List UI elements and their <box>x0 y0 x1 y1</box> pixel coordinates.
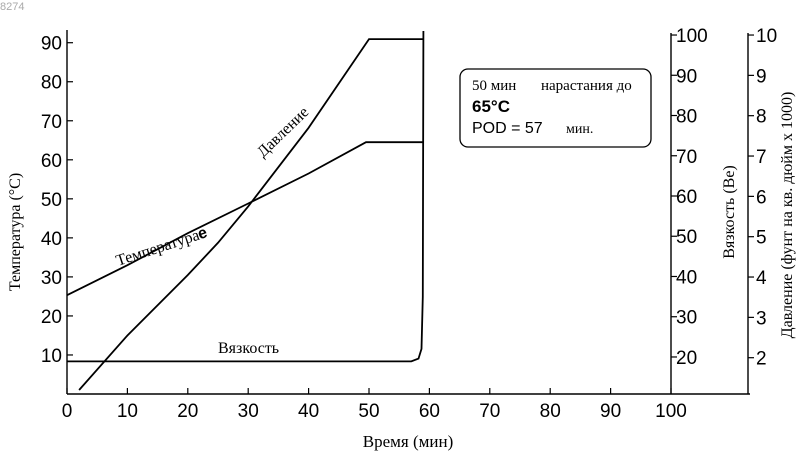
y-axis-label-viscosity: Вязкость (Be) <box>721 165 738 259</box>
y-tick-label-viscosity: 70 <box>676 147 697 168</box>
x-tick-label: 80 <box>540 401 561 422</box>
x-tick-label: 60 <box>419 401 440 422</box>
x-tick-label: 100 <box>655 401 687 422</box>
y-axis-label-pressure: Давление (фунт на кв. дюйм x 1000) <box>779 92 796 339</box>
note-line2: 65°C <box>472 97 510 116</box>
y-tick-label-pressure: 2 <box>756 349 767 370</box>
temperature-series-label: Температура <box>114 227 202 270</box>
y-tick-label-viscosity: 90 <box>676 66 697 87</box>
y-tick-label-viscosity: 40 <box>676 267 697 288</box>
series-line-temperature <box>67 142 423 295</box>
y-tick-label-viscosity: 20 <box>676 348 697 369</box>
y-tick-label-pressure: 9 <box>756 66 767 87</box>
y-tick-label-pressure: 6 <box>756 187 767 208</box>
y-tick-label-pressure: 5 <box>756 228 767 249</box>
viscosity-series-label: Вязкость <box>218 340 279 357</box>
y-tick-label-viscosity: 80 <box>676 107 697 128</box>
y-tick-label-viscosity: 30 <box>676 308 697 329</box>
x-tick-label: 70 <box>479 401 500 422</box>
y-tick-label-temperature: 60 <box>41 151 62 172</box>
y-tick-label-temperature: 20 <box>41 307 62 328</box>
y-tick-label-temperature: 40 <box>41 229 62 250</box>
y-tick-label-viscosity: 100 <box>676 26 708 47</box>
x-tick-label: 0 <box>62 401 73 422</box>
series-line-pressure <box>79 39 423 390</box>
y-tick-label-viscosity: 60 <box>676 187 697 208</box>
note-line3-b: мин. <box>566 122 593 137</box>
y-tick-label-viscosity: 50 <box>676 227 697 248</box>
y-tick-label-temperature: 80 <box>41 73 62 94</box>
x-tick-label: 90 <box>600 401 621 422</box>
y-axis-label-temperature: Температура (°C) <box>7 173 24 291</box>
y-tick-label-temperature: 90 <box>41 34 62 55</box>
y-tick-label-pressure: 8 <box>756 107 767 128</box>
x-tick-label: 40 <box>298 401 319 422</box>
x-tick-label: 30 <box>238 401 259 422</box>
pressure-series-label: Давление <box>254 104 312 161</box>
y-tick-label-temperature: 50 <box>41 190 62 211</box>
note-line3-a: POD = 57 <box>472 120 543 137</box>
x-axis-label: Время (мин) <box>363 432 454 451</box>
x-tick-label: 50 <box>358 401 379 422</box>
annotation-temperature: Температура e <box>114 224 210 270</box>
y-tick-label-pressure: 10 <box>756 26 777 47</box>
note-line1-b: нарастания до <box>541 78 632 94</box>
y-tick-label-temperature: 10 <box>41 346 62 367</box>
ticks: 0 10 20 30 40 50 60 70 80 90 100 10 20 30 40 50 60 70 80 90… <box>41 26 777 422</box>
series-line-viscosity <box>67 31 423 361</box>
note-line1-a: 50 мин <box>472 78 516 94</box>
y-tick-label-pressure: 7 <box>756 147 767 168</box>
x-tick-label: 20 <box>177 401 198 422</box>
y-tick-label-temperature: 70 <box>41 112 62 133</box>
series-lines <box>67 31 423 390</box>
y-tick-label-temperature: 30 <box>41 268 62 289</box>
note-box: 50 мин нарастания до 65°C POD = 57 мин. <box>460 69 651 147</box>
x-tick-label: 10 <box>117 401 138 422</box>
image-label: 8274 <box>0 1 24 13</box>
y-tick-label-pressure: 4 <box>756 268 767 289</box>
y-tick-label-pressure: 3 <box>756 308 767 329</box>
